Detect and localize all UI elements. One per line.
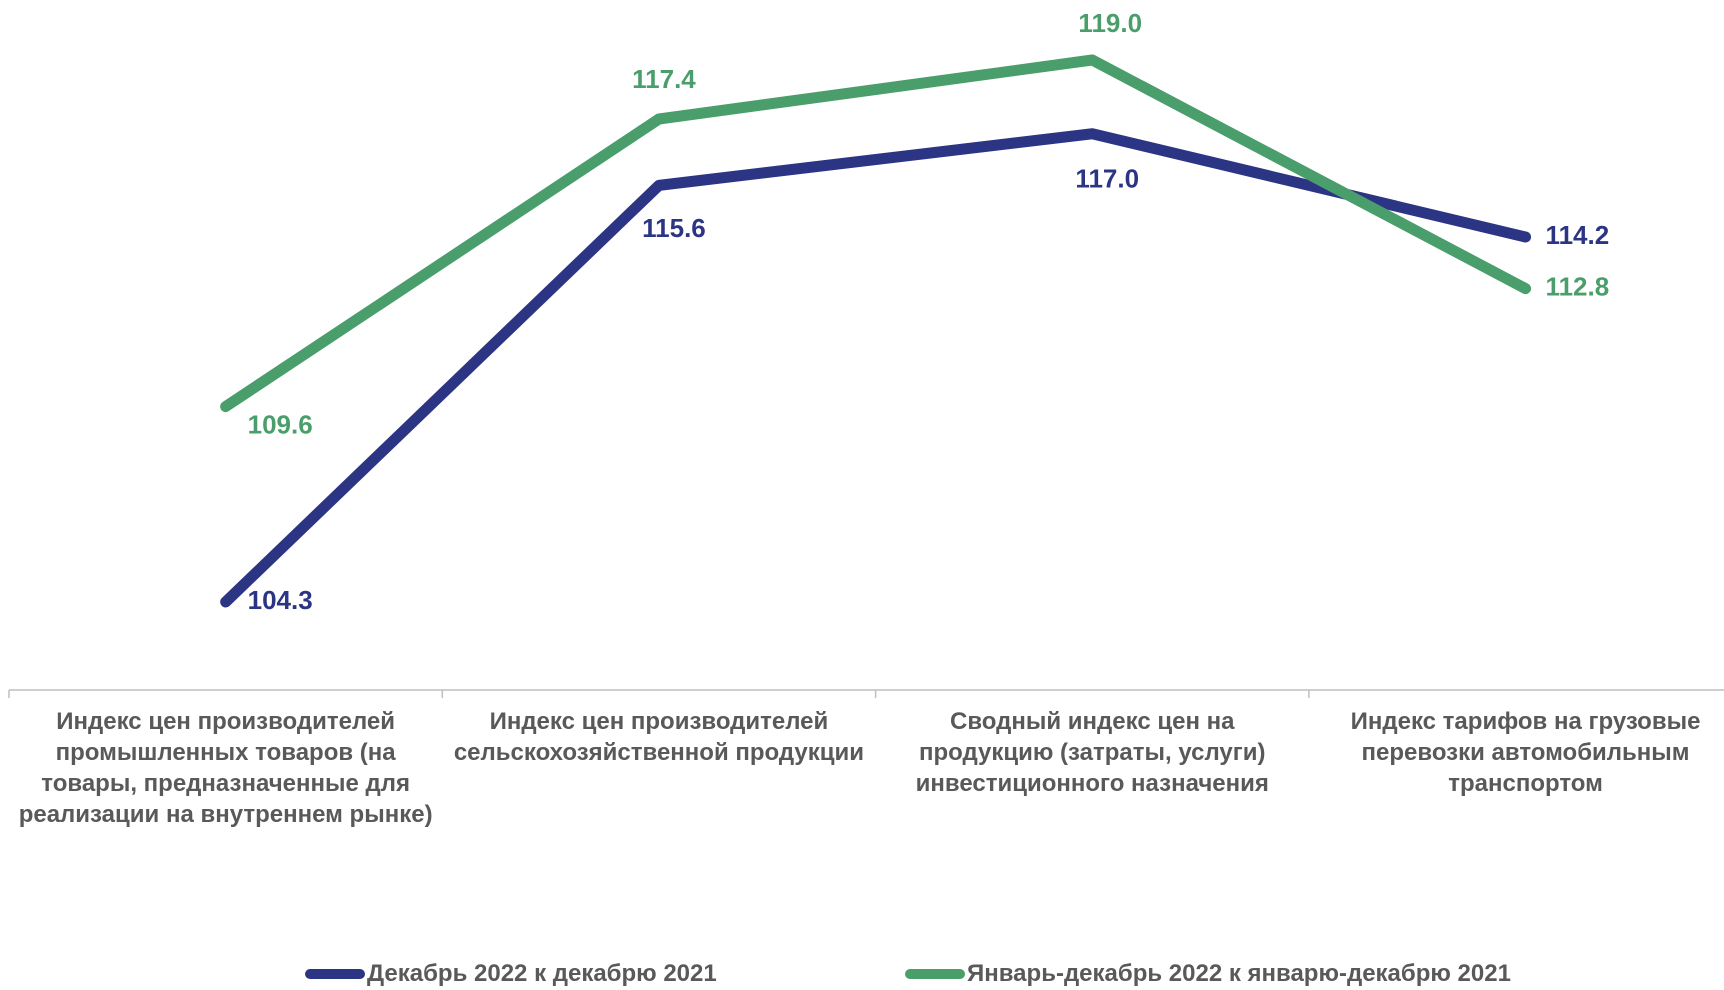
- data-label: 109.6: [248, 409, 313, 439]
- data-label: 119.0: [1078, 8, 1142, 38]
- legend-swatch: [305, 969, 365, 979]
- x-tick-label: Индекс цен производителей промышленных т…: [18, 708, 433, 828]
- data-label: 117.0: [1075, 164, 1139, 194]
- series-line: [220, 128, 1532, 608]
- x-tick-label: Сводный индекс цен на продукцию (затраты…: [915, 708, 1269, 797]
- data-label: 117.4: [632, 64, 696, 94]
- legend-label: Декабрь 2022 к декабрю 2021: [367, 960, 717, 987]
- series-line: [220, 54, 1532, 413]
- legend-label: Январь-декабрь 2022 к январю-декабрю 202…: [967, 960, 1511, 987]
- data-label: 112.8: [1546, 271, 1610, 301]
- legend-item: Январь-декабрь 2022 к январю-декабрю 202…: [905, 960, 1511, 988]
- legend-item: Декабрь 2022 к декабрю 2021: [305, 960, 717, 988]
- data-label: 114.2: [1546, 220, 1610, 250]
- legend-swatch: [905, 969, 965, 979]
- x-tick-label: Индекс цен производителей сельскохозяйст…: [453, 708, 865, 766]
- data-label: 104.3: [248, 585, 313, 615]
- x-tick-label: Индекс тарифов на грузовые перевозки авт…: [1350, 708, 1701, 797]
- data-label: 115.6: [642, 213, 706, 243]
